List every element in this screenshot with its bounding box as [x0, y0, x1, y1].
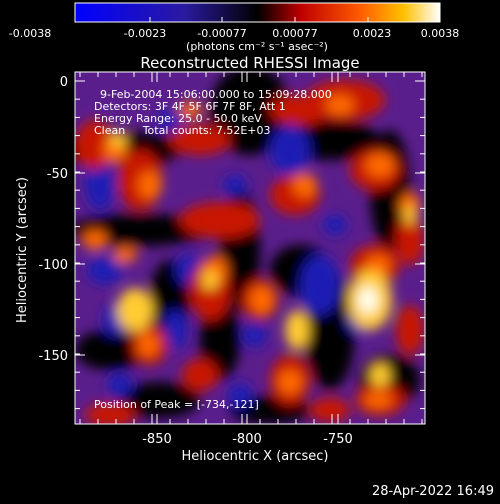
image-blob — [75, 120, 115, 170]
image-blob — [228, 383, 252, 407]
x-tick-label: -800 — [232, 432, 262, 447]
image-blob — [404, 205, 416, 225]
image-blob — [85, 403, 135, 424]
plot-title: Reconstructed RHESSI Image — [140, 54, 359, 72]
image-blob — [87, 256, 123, 284]
image-blob — [108, 373, 132, 397]
image-blob — [170, 125, 230, 155]
y-tick-label: -50 — [47, 167, 68, 182]
image-blob — [250, 286, 274, 314]
image-blob — [278, 370, 302, 394]
colorbar-ticks — [74, 17, 441, 22]
image-blob — [158, 110, 182, 130]
image-blob — [366, 255, 390, 275]
image-blob — [326, 95, 354, 115]
footer-timestamp: 28-Apr-2022 16:49 — [372, 484, 494, 499]
image-blob — [83, 230, 107, 250]
image-blob — [202, 270, 218, 290]
x-tick-label: -850 — [142, 432, 172, 447]
axis-ticks — [75, 72, 425, 424]
x-tick-label: -750 — [323, 432, 353, 447]
x-axis-label: Heliocentric X (arcsec) — [182, 449, 329, 464]
image-blob — [138, 171, 162, 199]
annotation-energy-range: Energy Range: 25.0 - 50.0 keV — [94, 112, 262, 125]
image-blob — [396, 305, 424, 355]
image-blob — [310, 398, 350, 422]
colorbar-tick-label: 0.0038 — [421, 27, 460, 40]
image-blobs — [75, 72, 424, 424]
image-blob — [75, 330, 145, 370]
image-blob — [364, 392, 392, 408]
image-blob — [178, 102, 202, 118]
image-map — [75, 72, 425, 424]
colorbar-tick-label: -0.00077 — [197, 27, 246, 40]
image-blob — [285, 310, 309, 350]
colorbar-tick-label: 0.0023 — [353, 27, 392, 40]
image-blob — [75, 214, 210, 246]
colorbar-tick-label: -0.0038 — [9, 27, 51, 40]
annotation-peak-position: Position of Peak = [-734,-121] — [94, 398, 259, 411]
colorbar-tick-label: 0.00077 — [272, 27, 318, 40]
image-blob — [210, 72, 290, 155]
image-blob — [182, 359, 218, 391]
image-blob — [358, 286, 378, 314]
colorbar: -0.0038 -0.0023 -0.00077 0.00077 0.0023 … — [9, 2, 460, 53]
colorbar-tick-label: -0.0023 — [124, 27, 166, 40]
image-blob — [138, 333, 158, 357]
image-blob — [396, 215, 424, 265]
colorbar-unit-label: (photons cm⁻² s⁻¹ asec⁻²) — [186, 40, 328, 53]
y-tick-label: -100 — [38, 258, 68, 273]
image-blob — [117, 288, 153, 332]
image-blob — [323, 215, 347, 235]
image-blob — [300, 255, 340, 315]
image-blob — [110, 132, 126, 148]
annotation-detectors: Detectors: 3F 4F 5F 6F 7F 8F, Att 1 — [94, 100, 286, 113]
y-tick-label: 0 — [60, 75, 68, 90]
y-axis-label: Heliocentric Y (arcsec) — [15, 177, 30, 323]
plot-frame — [74, 71, 426, 425]
image-blob — [366, 153, 394, 177]
image-blob — [370, 363, 390, 387]
y-tick-label: -150 — [38, 349, 68, 364]
annotation-clean-counts: Clean Total counts: 7.52E+03 — [94, 124, 271, 137]
colorbar-gradient — [74, 2, 441, 23]
image-blob — [180, 202, 260, 238]
image-blob — [293, 173, 317, 197]
image-blob — [223, 175, 247, 195]
image-blob — [243, 323, 267, 347]
image-blob — [113, 247, 137, 263]
image-blob — [270, 125, 310, 175]
image-blob — [120, 382, 200, 418]
annotation-time-range: 9-Feb-2004 15:06:00.000 to 15:09:28.000 — [100, 88, 332, 101]
image-blob — [163, 310, 187, 350]
